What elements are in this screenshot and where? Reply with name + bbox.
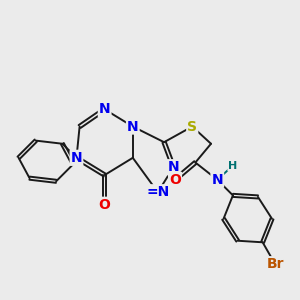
Text: N: N — [168, 160, 179, 174]
Text: N: N — [71, 151, 82, 165]
Text: O: O — [169, 173, 181, 187]
Text: N: N — [212, 173, 223, 187]
Text: N: N — [127, 119, 139, 134]
Text: O: O — [99, 198, 111, 212]
Text: S: S — [187, 119, 197, 134]
Text: Br: Br — [266, 257, 284, 271]
Text: =N: =N — [146, 185, 169, 199]
Text: H: H — [228, 160, 238, 171]
Text: N: N — [99, 102, 110, 116]
